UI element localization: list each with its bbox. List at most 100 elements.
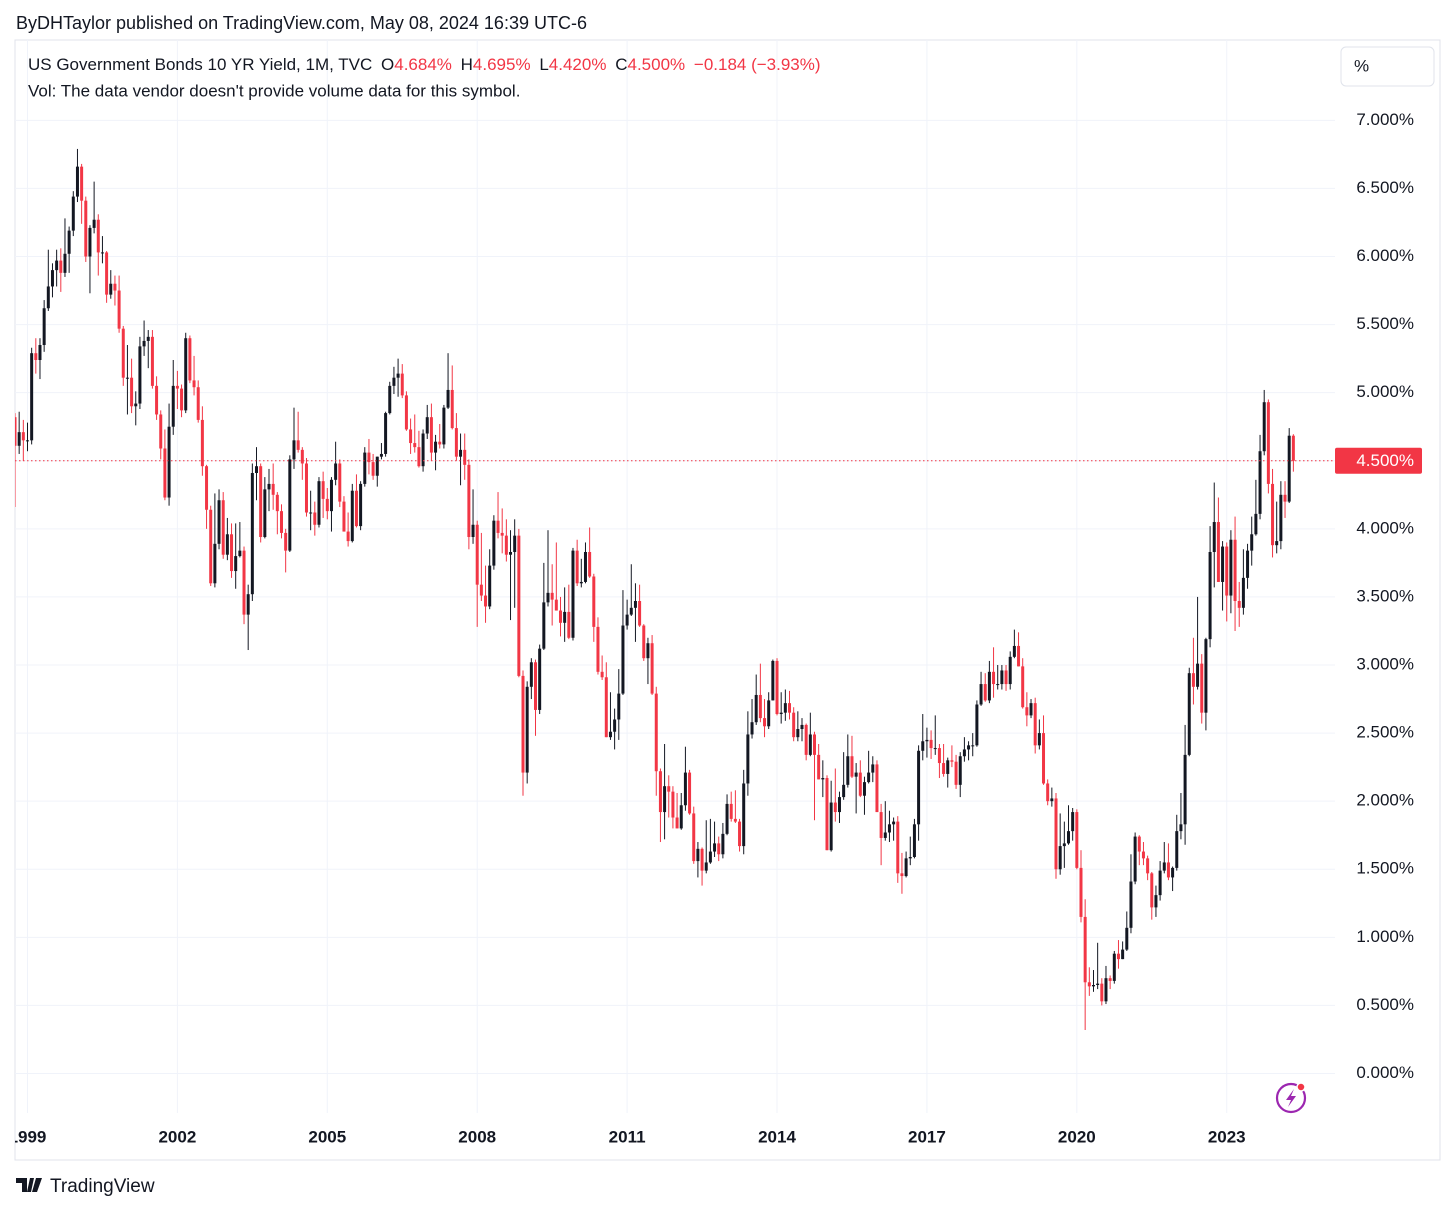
candle-body (304, 463, 308, 513)
candle-body (205, 466, 209, 510)
legend: US Government Bonds 10 YR Yield, 1M, TVC… (28, 55, 821, 74)
candle-body (1108, 978, 1112, 981)
candle-body (1283, 494, 1287, 502)
candle-body (1287, 435, 1291, 502)
candle-body (1200, 663, 1204, 713)
candles (15, 148, 1295, 1030)
candle-body (1196, 663, 1200, 687)
x-tick-label: 2020 (1058, 1127, 1096, 1146)
candle-body (63, 253, 67, 273)
candle-body (950, 760, 954, 762)
candle-body (1033, 703, 1037, 746)
candle-body (117, 290, 121, 329)
candle-body (513, 535, 517, 552)
candle-body (1058, 846, 1062, 870)
candle-body (738, 821, 742, 847)
candle-body (1158, 870, 1162, 896)
legend-value: 4.500% (627, 55, 685, 74)
candle-body (567, 611, 571, 638)
x-tick-label: 2014 (758, 1127, 796, 1146)
candle-body (263, 489, 267, 538)
candle-body (750, 722, 754, 735)
candle-body (1021, 666, 1025, 708)
candle-body (375, 456, 379, 476)
candle-body (654, 693, 658, 772)
last-price-box (1335, 447, 1422, 474)
candle-body (846, 756, 850, 785)
candle-body (900, 873, 904, 877)
candle-body (230, 534, 234, 572)
candle-body (363, 452, 367, 484)
candle-body (696, 848, 700, 862)
candle-body (329, 479, 333, 512)
candle-body (583, 551, 587, 582)
icon-dot (1296, 1082, 1306, 1092)
candle-body (1212, 522, 1216, 552)
y-tick-label: 1.500% (1356, 859, 1414, 878)
candle-body (1017, 645, 1021, 667)
candle-body (171, 385, 175, 427)
candle-body (1025, 707, 1029, 716)
unit-button[interactable] (1340, 46, 1435, 87)
candle-body (883, 832, 887, 838)
y-tick-label: 6.000% (1356, 246, 1414, 265)
candle-body (25, 440, 29, 442)
candle-body (621, 625, 625, 694)
y-tick-label: 2.500% (1356, 723, 1414, 742)
legend-change: −0.184 (−3.93%) (694, 55, 821, 74)
candle-body (1171, 867, 1175, 878)
candle-body (454, 428, 458, 457)
candle-body (384, 413, 388, 454)
y-tick-label: 7.000% (1356, 110, 1414, 129)
candle-body (1250, 534, 1254, 551)
logo-mark (16, 1178, 42, 1192)
candle-body (30, 353, 34, 441)
candle-body (471, 524, 475, 538)
candle-body (742, 783, 746, 847)
candle-body (854, 772, 858, 777)
candle-body (388, 385, 392, 414)
candle-body (625, 614, 629, 626)
candle-body (17, 432, 21, 446)
candle-body (937, 748, 941, 764)
candle-body (259, 466, 263, 538)
candle-body (1183, 754, 1187, 825)
legend-key: H (461, 55, 473, 74)
candle-body (688, 772, 692, 814)
candle-body (1091, 985, 1095, 987)
candle-body (429, 417, 433, 453)
candle-body (296, 440, 300, 450)
candle-body (421, 433, 425, 467)
y-tick-label: 5.000% (1356, 382, 1414, 401)
candle-body (1037, 733, 1041, 746)
candle-body (1146, 858, 1150, 874)
candle-body (359, 483, 363, 527)
candle-body (529, 662, 533, 687)
unit-label[interactable]: % (1354, 56, 1369, 75)
candle-body (354, 490, 358, 527)
candle-body (892, 821, 896, 825)
candle-body (338, 463, 342, 502)
lightning-icon[interactable] (1275, 1082, 1307, 1114)
candle-body (55, 260, 59, 271)
candle-body (962, 749, 966, 757)
candle-body (200, 419, 204, 467)
candle-body (271, 483, 275, 495)
candle-body (542, 602, 546, 649)
candle-body (1137, 836, 1141, 852)
candle-body (617, 693, 621, 720)
candle-body (904, 858, 908, 877)
candle-body (550, 592, 554, 600)
candle-body (1166, 862, 1170, 878)
y-tick-label: 0.000% (1356, 1063, 1414, 1082)
candle-body (1175, 831, 1179, 868)
volume-note: Vol: The data vendor doesn't provide vol… (28, 81, 520, 100)
candle-body (1083, 916, 1087, 983)
candle-body (234, 556, 238, 572)
candle-body (1054, 798, 1058, 870)
candle-body (396, 373, 400, 378)
y-tick-label: 2.000% (1356, 791, 1414, 810)
candle-body (46, 286, 50, 309)
candle-body (100, 252, 104, 254)
